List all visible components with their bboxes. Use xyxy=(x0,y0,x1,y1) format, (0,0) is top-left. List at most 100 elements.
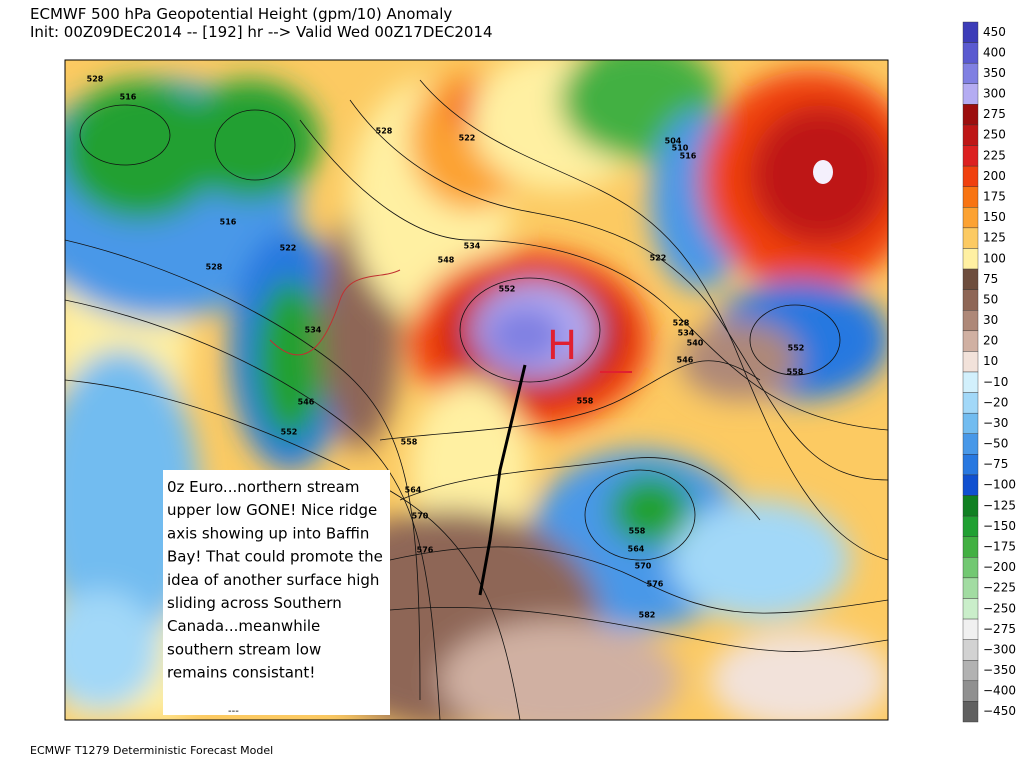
colorbar-swatch xyxy=(962,433,979,455)
colorbar-label: 225 xyxy=(983,148,1006,162)
contour-label: 516 xyxy=(680,152,697,161)
colorbar: 450 400 350 300 275 250 225 200 175 150 125 100 75 50… xyxy=(962,21,1016,723)
colorbar-label: −300 xyxy=(983,642,1016,656)
annotation-line: sliding across Southern xyxy=(167,594,342,612)
annotation-line: idea of another surface high xyxy=(167,571,379,589)
colorbar-label: 450 xyxy=(983,25,1006,39)
contour-label: 516 xyxy=(120,93,137,102)
colorbar-label: −350 xyxy=(983,663,1016,677)
contour-label: 558 xyxy=(787,368,804,377)
colorbar-swatch xyxy=(962,495,979,517)
colorbar-label: 200 xyxy=(983,169,1006,183)
colorbar-swatch xyxy=(962,207,979,229)
contour-label: 528 xyxy=(376,127,393,136)
map xyxy=(65,60,888,720)
contour-label: 528 xyxy=(87,75,104,84)
colorbar-swatch xyxy=(962,412,979,434)
map-frame xyxy=(64,59,889,721)
colorbar-swatch xyxy=(962,83,979,105)
colorbar-swatch xyxy=(962,515,979,537)
contour-label: 546 xyxy=(298,398,315,407)
contour-label: 522 xyxy=(280,244,297,253)
colorbar-swatch xyxy=(962,557,979,579)
colorbar-label: −125 xyxy=(983,498,1016,512)
colorbar-label: −450 xyxy=(983,704,1016,718)
colorbar-swatch xyxy=(962,598,979,620)
contour-label: 534 xyxy=(305,326,322,335)
colorbar-label: 100 xyxy=(983,251,1006,265)
contour-label: 570 xyxy=(412,512,429,521)
contour-label: 558 xyxy=(629,527,646,536)
colorbar-label: 250 xyxy=(983,128,1006,142)
colorbar-label: −30 xyxy=(983,416,1008,430)
colorbar-label: 275 xyxy=(983,107,1006,121)
colorbar-swatch xyxy=(962,351,979,373)
colorbar-label: 150 xyxy=(983,210,1006,224)
colorbar-label: −175 xyxy=(983,540,1016,554)
colorbar-label: 400 xyxy=(983,45,1006,59)
colorbar-label: −100 xyxy=(983,478,1016,492)
annotation-line: axis showing up into Baffin xyxy=(167,524,369,542)
contour-label: 540 xyxy=(687,339,704,348)
contour-label: 510 xyxy=(672,144,689,153)
colorbar-label: 175 xyxy=(983,190,1006,204)
contour-label: 552 xyxy=(788,344,805,353)
colorbar-label: 50 xyxy=(983,292,998,306)
high-symbol: H xyxy=(547,323,577,369)
colorbar-label: −20 xyxy=(983,395,1008,409)
contour-label: 522 xyxy=(650,254,667,263)
colorbar-label: −10 xyxy=(983,375,1008,389)
colorbar-label: 30 xyxy=(983,313,998,327)
colorbar-swatch xyxy=(962,392,979,414)
colorbar-swatch xyxy=(962,21,979,43)
annotation-line: Bay! That could promote the xyxy=(167,548,383,566)
colorbar-swatch xyxy=(962,145,979,167)
colorbar-swatch xyxy=(962,701,979,723)
contour-label: 570 xyxy=(635,562,652,571)
colorbar-swatch xyxy=(962,104,979,126)
contour-labels: 5165165285225285345465525285225345485525… xyxy=(87,75,805,620)
contour-label: 516 xyxy=(220,218,237,227)
contour-label: 552 xyxy=(499,285,516,294)
colorbar-label: 20 xyxy=(983,334,998,348)
colorbar-swatch xyxy=(962,268,979,290)
colorbar-swatch xyxy=(962,62,979,84)
colorbar-swatch xyxy=(962,310,979,332)
colorbar-swatch xyxy=(962,577,979,599)
colorbar-swatch xyxy=(962,186,979,208)
annotation-line: remains consistant! xyxy=(167,664,315,682)
colorbar-label: −150 xyxy=(983,519,1016,533)
annotation-box xyxy=(163,470,390,715)
contour-label: 548 xyxy=(438,256,455,265)
colorbar-swatch xyxy=(962,618,979,640)
colorbar-swatch xyxy=(962,124,979,146)
colorbar-label: −400 xyxy=(983,684,1016,698)
footer: ECMWF T1279 Deterministic Forecast Model xyxy=(30,744,273,757)
colorbar-swatch xyxy=(962,454,979,476)
annotation-footnote: --- xyxy=(228,706,239,717)
title: ECMWF 500 hPa Geopotential Height (gpm/1… xyxy=(30,5,452,23)
colorbar-swatch xyxy=(962,536,979,558)
colorbar-label: −250 xyxy=(983,601,1016,615)
colorbar-swatch xyxy=(962,330,979,352)
colorbar-label: −200 xyxy=(983,560,1016,574)
colorbar-swatch xyxy=(962,227,979,249)
colorbar-swatch xyxy=(962,165,979,187)
colorbar-swatch xyxy=(962,660,979,682)
colorbar-label: −275 xyxy=(983,622,1016,636)
colorbar-label: 350 xyxy=(983,66,1006,80)
contour-label: 558 xyxy=(401,438,418,447)
contour-label: 534 xyxy=(464,242,481,251)
colorbar-swatch xyxy=(962,371,979,393)
annotation-line: Canada...meanwhile xyxy=(167,617,320,635)
annotation: 0z Euro...northern stream upper low GONE!… xyxy=(167,478,383,682)
colorbar-label: 75 xyxy=(983,272,998,286)
colorbar-label: 125 xyxy=(983,231,1006,245)
contour-label: 534 xyxy=(678,329,695,338)
colorbar-label: 10 xyxy=(983,354,998,368)
annotation-line: 0z Euro...northern stream xyxy=(167,478,359,496)
colorbar-swatch xyxy=(962,639,979,661)
colorbar-swatch xyxy=(962,680,979,702)
